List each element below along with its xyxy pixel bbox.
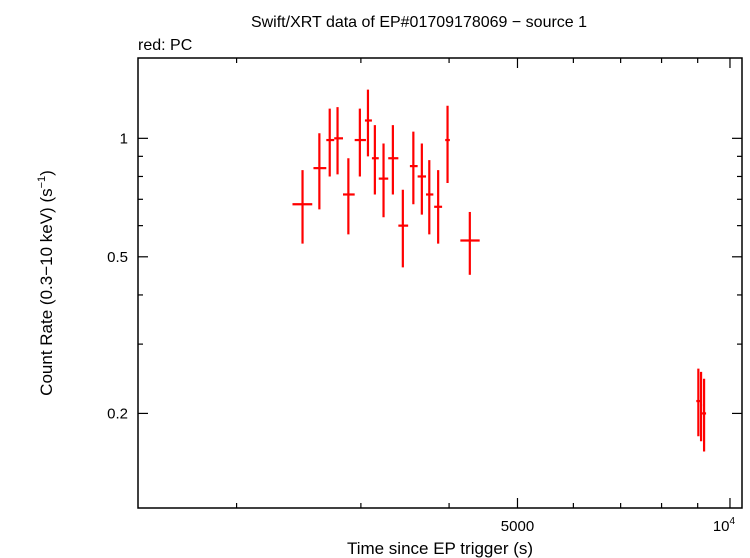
data-point bbox=[313, 133, 327, 210]
data-point bbox=[417, 143, 427, 215]
data-point bbox=[434, 170, 443, 244]
y-tick-label: 0.5 bbox=[107, 249, 128, 266]
y-axis-label: Count Rate (0.3−10 keV) (s−1) bbox=[36, 170, 56, 396]
data-point bbox=[388, 125, 399, 195]
chart-subtitle: red: PC bbox=[138, 37, 192, 54]
y-axis-label-main: Count Rate (0.3−10 keV) (s bbox=[37, 188, 56, 395]
data-point bbox=[409, 131, 418, 205]
data-point bbox=[426, 160, 434, 235]
data-point bbox=[334, 107, 344, 175]
y-tick-label: 0.2 bbox=[107, 405, 128, 422]
y-axis-label-sup: −1 bbox=[36, 176, 48, 189]
x-tick-labels: 5000 104 bbox=[501, 516, 736, 535]
x-axis-label: Time since EP trigger (s) bbox=[347, 539, 533, 558]
data-point bbox=[292, 170, 313, 244]
data-point bbox=[460, 211, 480, 275]
data-point bbox=[326, 108, 335, 177]
data-point bbox=[699, 371, 703, 442]
axis-ticks bbox=[138, 58, 742, 508]
data-point bbox=[702, 378, 707, 452]
data-point bbox=[696, 368, 701, 437]
data-point bbox=[445, 105, 450, 184]
data-point bbox=[398, 189, 409, 268]
plot-frame bbox=[137, 57, 743, 509]
data-points bbox=[292, 89, 707, 452]
x-tick-label: 5000 bbox=[501, 518, 534, 535]
chart-title: Swift/XRT data of EP#01709178069 − sourc… bbox=[251, 14, 587, 31]
data-point bbox=[343, 158, 355, 235]
data-point bbox=[378, 143, 389, 218]
data-point bbox=[354, 108, 366, 177]
y-tick-label: 1 bbox=[120, 130, 128, 147]
data-point bbox=[371, 125, 379, 195]
x-tick-label: 104 bbox=[713, 516, 736, 535]
y-tick-labels: 0.2 0.5 1 bbox=[107, 130, 128, 422]
y-axis-label-close: ) bbox=[37, 170, 56, 176]
data-point bbox=[364, 89, 372, 157]
